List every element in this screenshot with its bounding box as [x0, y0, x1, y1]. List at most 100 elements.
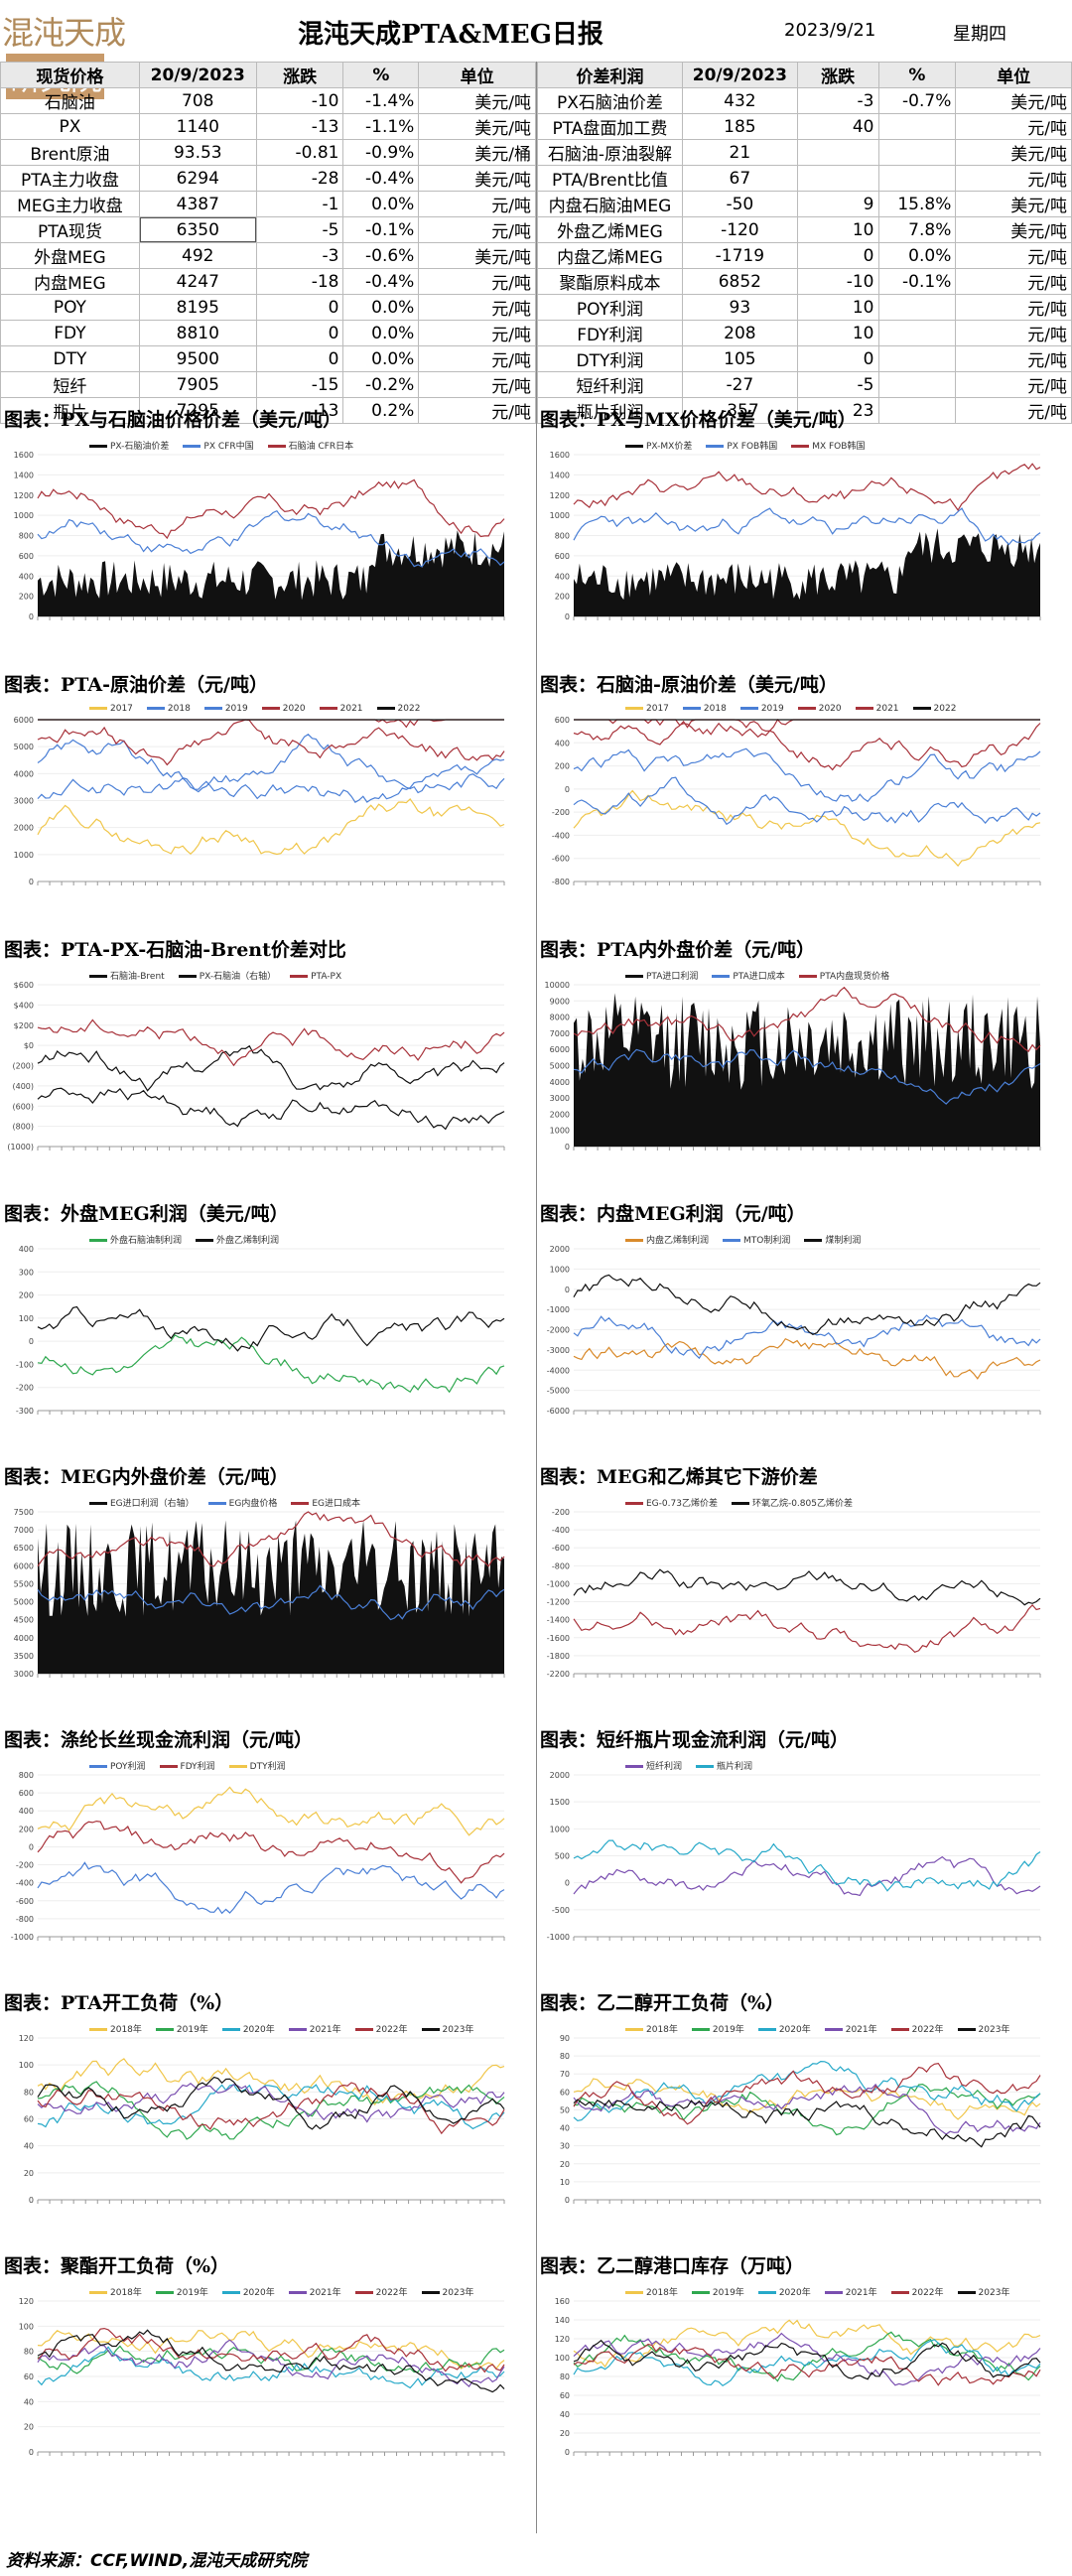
- y-tick-label: 200: [19, 1825, 34, 1833]
- legend-label: 2018: [703, 704, 727, 714]
- legend-label: PTA进口利润: [646, 972, 699, 982]
- table-row: FDY 8810 0 0.0% 元/吨: [0, 320, 536, 346]
- table-cell: FDY利润: [537, 320, 683, 346]
- right_table-header-2: 涨跌: [796, 62, 879, 88]
- table-cell: 708: [138, 87, 257, 114]
- series-line: [573, 1839, 1041, 1892]
- table-cell: 0: [796, 345, 879, 372]
- table-cell: 10: [796, 294, 879, 321]
- legend-item: 外盘石脑油制利润: [89, 1236, 182, 1246]
- y-tick-label: 7000: [14, 1526, 34, 1535]
- legend-label: 2019年: [712, 2288, 744, 2298]
- series-line: [37, 797, 505, 856]
- table-cell: [877, 294, 957, 321]
- series-line: [37, 1018, 505, 1067]
- spread-profit-table: 价差利润 20/9/2023 涨跌% 单位 PX石脑油价差 432 -3 -0.7% 美元/吨 P…: [537, 62, 1072, 424]
- legend-item: 2019年: [691, 2025, 744, 2035]
- table-row: PTA/Brent比值 67 元/吨: [537, 165, 1072, 192]
- y-tick-label: 200: [19, 1291, 34, 1300]
- series-line: [37, 719, 505, 766]
- table-cell: 瓶片利润: [537, 397, 683, 424]
- legend-item: 2020年: [757, 2288, 811, 2298]
- bar-series: [574, 993, 1040, 1147]
- y-tick-label: 7500: [14, 1508, 34, 1517]
- y-tick-label: 20: [560, 2429, 570, 2438]
- y-tick-label: 40: [560, 2410, 570, 2419]
- table-row: 外盘乙烯MEG -120 10 7.8% 美元/吨: [537, 216, 1072, 243]
- table-cell: 美元/吨: [955, 191, 1072, 217]
- table-cell: -1.1%: [342, 113, 420, 140]
- legend-swatch: [376, 707, 395, 710]
- legend-item: 2019年: [155, 2288, 208, 2298]
- table-cell: 美元/吨: [418, 165, 536, 192]
- table-row: DTY利润 105 0 元/吨: [537, 345, 1072, 372]
- y-tick-label: 1500: [550, 1798, 570, 1807]
- y-tick-label: 1000: [550, 1265, 570, 1274]
- y-tick-label: 0: [29, 1842, 34, 1851]
- legend-item: EG进口成本: [291, 1499, 360, 1509]
- chart-svg: 3000 3500 4000 4500 5000 5500 6000 6500 7000 7500: [14, 1508, 505, 1679]
- table-row: 石脑油-原油裂解 21 美元/吨: [537, 139, 1072, 166]
- table-cell: 67: [681, 165, 798, 192]
- table-cell: 美元/吨: [418, 87, 536, 114]
- chart-panel: 短纤利润 瓶片利润 -1000 -500 0 500 1000 1500 2000: [536, 1755, 1072, 1982]
- table-cell: 9500: [138, 345, 257, 372]
- legend-item: 2023年: [957, 2025, 1009, 2035]
- legend-label: 石脑油 CFR日本: [288, 442, 354, 452]
- y-tick-label: -400: [552, 831, 570, 840]
- legend-label: FDY利润: [180, 1762, 215, 1772]
- y-tick-label: 200: [19, 593, 34, 602]
- legend-item: PX FOB韩国: [706, 442, 777, 452]
- legend-item: FDY利润: [159, 1762, 215, 1772]
- legend-label: 2019年: [176, 2288, 208, 2298]
- legend-label: PX-石脑油（右轴）: [199, 972, 277, 982]
- legend-swatch: [797, 707, 816, 710]
- series-line: [573, 2060, 1041, 2122]
- table-cell: -0.9%: [342, 139, 420, 166]
- table-cell[interactable]: 6350: [138, 216, 257, 243]
- table-cell: -0.6%: [342, 242, 420, 269]
- table-cell: 元/吨: [955, 113, 1072, 140]
- y-tick-label: 1600: [14, 451, 34, 460]
- chart-panel: 外盘石脑油制利润 外盘乙烯制利润 -300 -200 -100 0 100 200 300 400: [0, 1229, 536, 1456]
- y-tick-label: -800: [552, 1561, 570, 1570]
- legend-swatch: [625, 707, 643, 710]
- table-cell: 4387: [138, 191, 257, 217]
- legend-label: PX FOB韩国: [727, 442, 778, 452]
- legend-swatch: [890, 2291, 909, 2294]
- legend-swatch: [196, 1239, 214, 1242]
- report-weekday: 星期四: [953, 24, 1006, 45]
- y-tick-label: 5000: [14, 1598, 34, 1607]
- y-tick-label: -800: [16, 1915, 34, 1924]
- legend-label: 2023年: [442, 2025, 474, 2035]
- legend-label: PX CFR中国: [203, 442, 254, 452]
- table-row: POY 8195 0 0.0% 元/吨: [0, 294, 536, 321]
- legend-swatch: [731, 1502, 749, 1505]
- legend-swatch: [228, 1765, 247, 1768]
- y-tick-label: 20: [24, 2169, 34, 2178]
- y-tick-label: -600: [16, 1897, 34, 1906]
- series-line: [573, 2339, 1041, 2380]
- y-tick-label: 0: [29, 1337, 34, 1346]
- legend-swatch: [712, 975, 731, 978]
- legend-item: DTY利润: [228, 1762, 286, 1772]
- y-tick-label: (200): [12, 1062, 34, 1071]
- y-tick-label: 1000: [550, 1825, 570, 1833]
- y-tick-label: 50: [560, 2105, 570, 2114]
- legend-item: 2021年: [288, 2025, 341, 2035]
- table-cell: 短纤: [0, 371, 140, 398]
- table-cell: -357: [681, 397, 798, 424]
- y-tick-label: 120: [19, 2297, 34, 2306]
- chart-panel: 2018年 2019年 2020年 2021年 2022年 2023年 0 20 40 60 80 1…: [0, 2018, 536, 2245]
- legend-item: 2017: [89, 704, 133, 714]
- table-cell: 492: [138, 242, 257, 269]
- y-tick-label: 20: [560, 2160, 570, 2169]
- legend-label: 2022年: [911, 2288, 944, 2298]
- chart-title: 图表：PTA开工负荷（%）: [4, 1992, 234, 2014]
- series-line: [37, 509, 505, 568]
- legend-item: 2022: [912, 704, 956, 714]
- data-source-footer: 资料来源：CCF,WIND,混沌天成研究院: [6, 2551, 308, 2571]
- y-tick-label: 2000: [550, 1245, 570, 1254]
- table-cell: 元/吨: [418, 345, 536, 372]
- y-tick-label: 5500: [14, 1579, 34, 1588]
